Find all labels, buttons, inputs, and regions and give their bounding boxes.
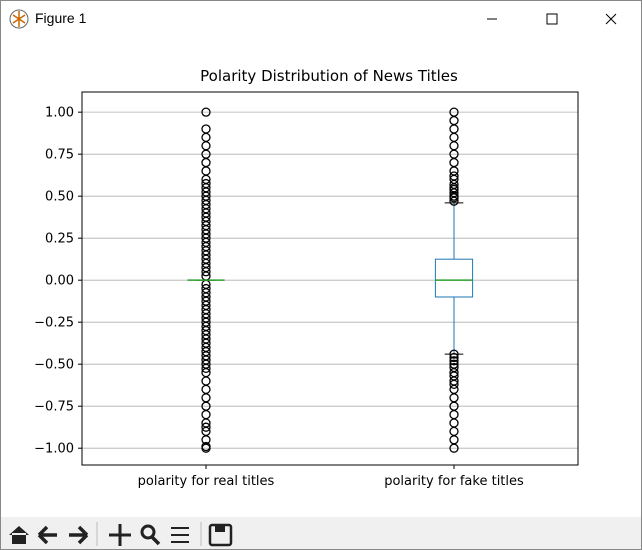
maximize-button[interactable]: [546, 13, 558, 25]
flier: [449, 409, 459, 420]
flier: [201, 132, 211, 143]
app-icon: [12, 11, 26, 27]
flier: [449, 393, 459, 403]
save-button[interactable]: [215, 525, 225, 532]
y-tick-label: 0.50: [45, 190, 74, 205]
title-bar: Figure 1: [1, 1, 641, 37]
y-tick-label: −0.25: [34, 316, 74, 331]
box: [434, 258, 474, 298]
flier: [449, 115, 459, 126]
flier: [449, 379, 459, 390]
flier: [201, 124, 211, 134]
flier: [201, 384, 211, 395]
y-tick-label: −0.75: [34, 400, 74, 415]
flier: [201, 422, 211, 432]
flier: [449, 157, 459, 168]
flier: [449, 384, 459, 395]
flier: [449, 107, 459, 117]
y-tick-label: 0.00: [45, 274, 74, 289]
toolbar-icons: [9, 522, 233, 547]
flier: [201, 393, 211, 403]
zoom-button[interactable]: [140, 524, 156, 540]
flier: [201, 141, 211, 151]
flier: [201, 409, 211, 420]
y-tick-label: −0.50: [34, 358, 74, 373]
flier: [449, 426, 459, 437]
back-button[interactable]: [37, 525, 57, 545]
flier: [201, 166, 211, 176]
flier: [449, 132, 459, 143]
flier: [201, 376, 211, 386]
flier: [449, 171, 459, 181]
chart-title: Polarity Distribution of News Titles: [200, 67, 458, 85]
y-tick-label: 0.25: [45, 232, 74, 247]
flier: [449, 356, 459, 366]
y-tick-label: 0.75: [45, 148, 74, 163]
flier: [201, 107, 211, 117]
x-tick-label: polarity for real titles: [138, 474, 275, 489]
flier: [449, 141, 459, 151]
chart: Polarity Distribution of News Titles −1.…: [34, 67, 579, 489]
flier: [449, 418, 459, 428]
flier: [201, 441, 211, 452]
flier: [449, 435, 459, 445]
flier: [449, 166, 459, 176]
x-tick-label: polarity for fake titles: [384, 474, 524, 489]
zoom-button[interactable]: [150, 535, 161, 546]
pan-button[interactable]: [109, 524, 131, 546]
forward-button[interactable]: [69, 525, 89, 545]
configure-button[interactable]: [171, 527, 189, 543]
flier: [201, 178, 211, 189]
y-tick-label: −1.00: [34, 442, 74, 457]
home-button[interactable]: [9, 526, 29, 544]
flier: [449, 124, 459, 134]
close-button[interactable]: [605, 13, 617, 25]
plot-frame: [81, 91, 579, 466]
flier: [201, 157, 211, 168]
flier: [201, 283, 211, 294]
title-bar-icons: [9, 9, 617, 29]
flier: [449, 352, 459, 363]
flier: [449, 349, 459, 359]
flier: [449, 443, 459, 453]
window-title: Figure 1: [35, 10, 87, 26]
y-tick-label: 1.00: [45, 106, 74, 121]
toolbar: [1, 517, 641, 549]
